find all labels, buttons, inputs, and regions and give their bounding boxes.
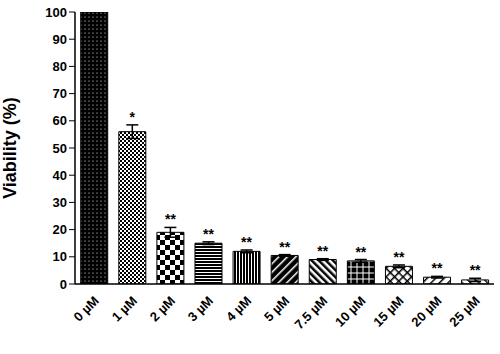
svg-text:90: 90	[53, 32, 67, 47]
svg-text:**: **	[317, 243, 328, 259]
svg-text:30: 30	[53, 195, 67, 210]
svg-text:Viability (%): Viability (%)	[8, 97, 20, 199]
svg-text:70: 70	[53, 86, 67, 101]
svg-text:20 µM: 20 µM	[408, 293, 444, 329]
svg-text:5 µM: 5 µM	[261, 293, 292, 324]
svg-text:1 µM: 1 µM	[109, 293, 140, 324]
svg-text:**: **	[203, 226, 214, 242]
svg-text:40: 40	[53, 168, 67, 183]
svg-text:**: **	[470, 262, 481, 278]
svg-text:60: 60	[53, 113, 67, 128]
svg-text:15 µM: 15 µM	[370, 293, 406, 329]
svg-text:**: **	[355, 244, 366, 260]
svg-text:3 µM: 3 µM	[185, 293, 216, 324]
svg-text:4 µM: 4 µM	[223, 293, 254, 324]
svg-text:**: **	[279, 239, 290, 255]
svg-text:**: **	[432, 260, 443, 276]
svg-text:0: 0	[60, 277, 67, 292]
svg-text:0 µM: 0 µM	[71, 293, 102, 324]
svg-text:**: **	[165, 211, 176, 227]
svg-text:**: **	[241, 234, 252, 250]
svg-text:10 µM: 10 µM	[332, 293, 368, 329]
svg-text:50: 50	[53, 141, 67, 156]
svg-text:20: 20	[53, 222, 67, 237]
svg-text:25 µM: 25 µM	[446, 293, 482, 329]
svg-text:7.5 µM: 7.5 µM	[291, 293, 330, 332]
svg-text:100: 100	[45, 5, 67, 20]
svg-text:2 µM: 2 µM	[147, 293, 178, 324]
svg-text:80: 80	[53, 59, 67, 74]
svg-text:**: **	[393, 249, 404, 265]
svg-text:*: *	[130, 109, 136, 125]
svg-text:10: 10	[53, 249, 67, 264]
